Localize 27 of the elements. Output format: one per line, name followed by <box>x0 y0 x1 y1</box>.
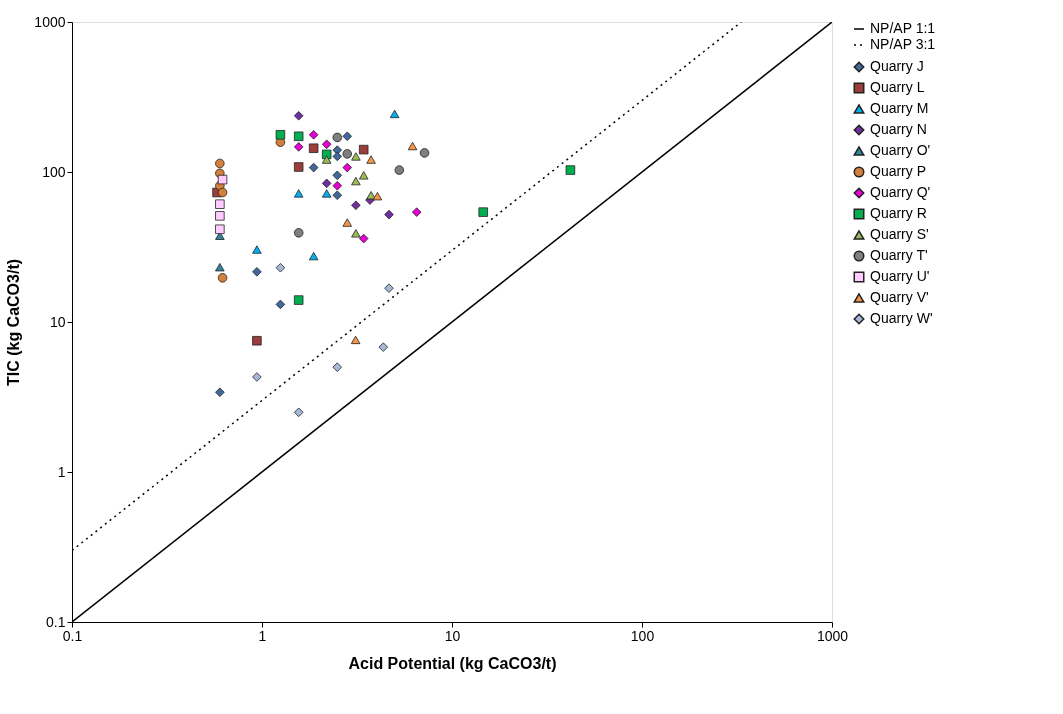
y-axis-title: TIC (kg CaCO3/t) <box>5 258 23 387</box>
x-tick-label: 1 <box>258 627 267 644</box>
legend-label: NP/AP 3:1 <box>870 36 936 52</box>
legend-label: Quarry M <box>870 100 929 116</box>
legend-label: Quarry U' <box>870 268 930 284</box>
legend-label: Quarry W' <box>870 310 933 326</box>
x-tick-label: 1000 <box>816 627 849 644</box>
x-tick-label: 10 <box>444 627 461 644</box>
y-tick-label: 1 <box>57 463 66 480</box>
legend-label: Quarry R <box>870 205 927 221</box>
y-tick-label: 0.1 <box>46 613 66 630</box>
legend-label: Quarry O' <box>870 142 931 158</box>
y-tick-label: 100 <box>42 163 66 180</box>
y-tick-label: 1000 <box>34 13 66 30</box>
legend-label: Quarry S' <box>870 226 929 242</box>
legend-label: Quarry T' <box>870 247 928 263</box>
y-tick-label: 10 <box>49 313 66 330</box>
legend-label: Quarry N <box>870 121 927 137</box>
legend-label: Quarry P <box>870 163 927 179</box>
x-tick-label: 100 <box>630 627 655 644</box>
legend-label: NP/AP 1:1 <box>870 20 936 36</box>
x-axis-title: Acid Potential (kg CaCO3/t) <box>348 654 557 672</box>
x-tick-label: 0.1 <box>62 627 83 644</box>
legend-label: Quarry L <box>870 79 925 95</box>
legend-label: Quarry Q' <box>870 184 931 200</box>
legend-label: Quarry J <box>870 58 924 74</box>
legend-label: Quarry V' <box>870 289 929 305</box>
